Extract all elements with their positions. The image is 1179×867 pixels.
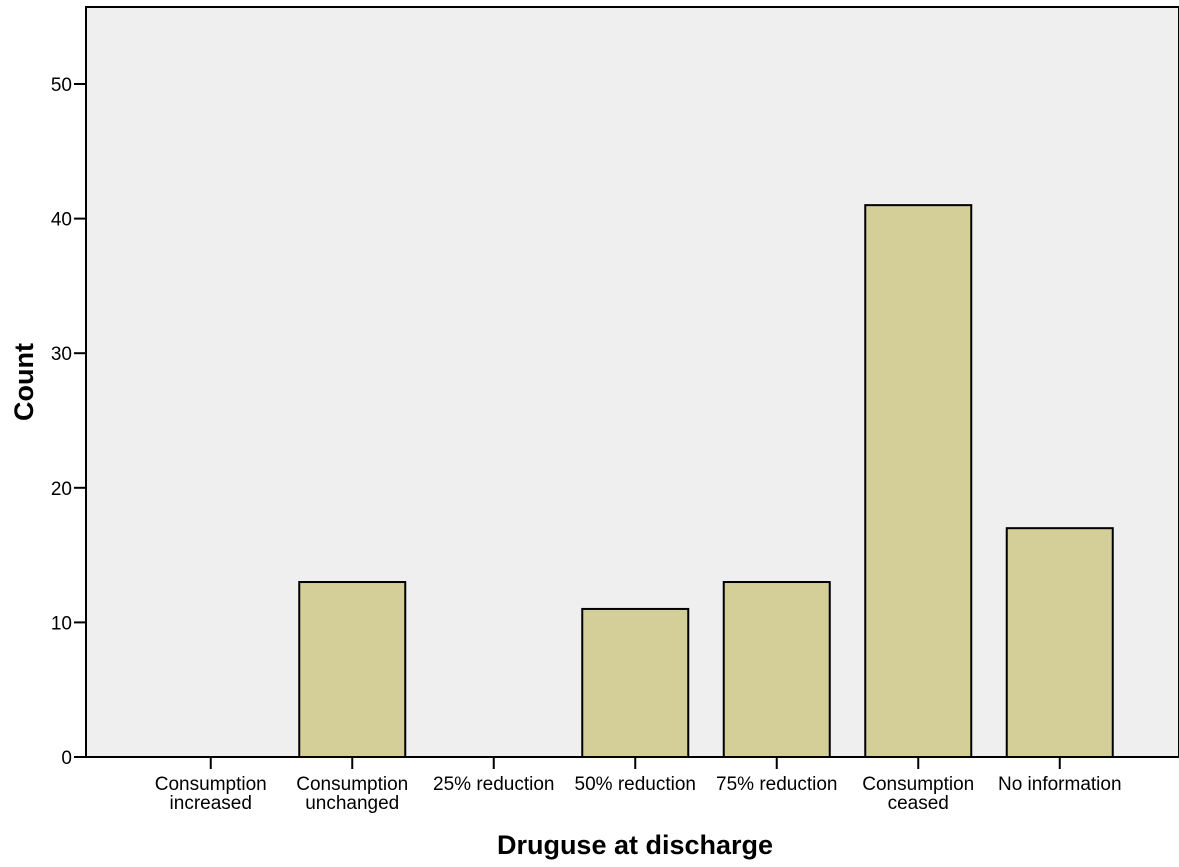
y-tick-label: 30 — [51, 344, 72, 365]
y-tick-label: 20 — [51, 479, 72, 500]
bar — [722, 581, 831, 759]
x-tick-label: 75% reduction — [716, 774, 837, 795]
x-axis: ConsumptionincreasedConsumptionunchanged… — [86, 756, 1179, 814]
y-tick-label: 50 — [51, 75, 72, 96]
bar — [298, 581, 407, 759]
x-tick-label: Consumption — [155, 774, 267, 795]
bars-group — [298, 204, 1114, 759]
x-tick-label: No information — [998, 774, 1122, 795]
x-tick-label: 25% reduction — [433, 774, 554, 795]
y-axis-title: Count — [9, 343, 39, 421]
y-tick-label: 10 — [51, 613, 72, 634]
bar — [1005, 527, 1114, 758]
x-tick-label: unchanged — [305, 793, 399, 814]
x-tick-label: increased — [170, 793, 252, 814]
x-tick-label: Consumption — [296, 774, 408, 795]
x-tick-label: Consumption — [862, 774, 974, 795]
y-tick-label: 40 — [51, 210, 72, 231]
y-tick-label: 0 — [61, 748, 72, 769]
bar — [581, 607, 690, 758]
bar — [864, 204, 973, 758]
y-axis: 0 10 20 30 40 50 — [51, 7, 87, 769]
x-tick-label: ceased — [888, 793, 949, 814]
x-tick-label: 50% reduction — [575, 774, 696, 795]
x-axis-title: Druguse at discharge — [497, 830, 773, 860]
